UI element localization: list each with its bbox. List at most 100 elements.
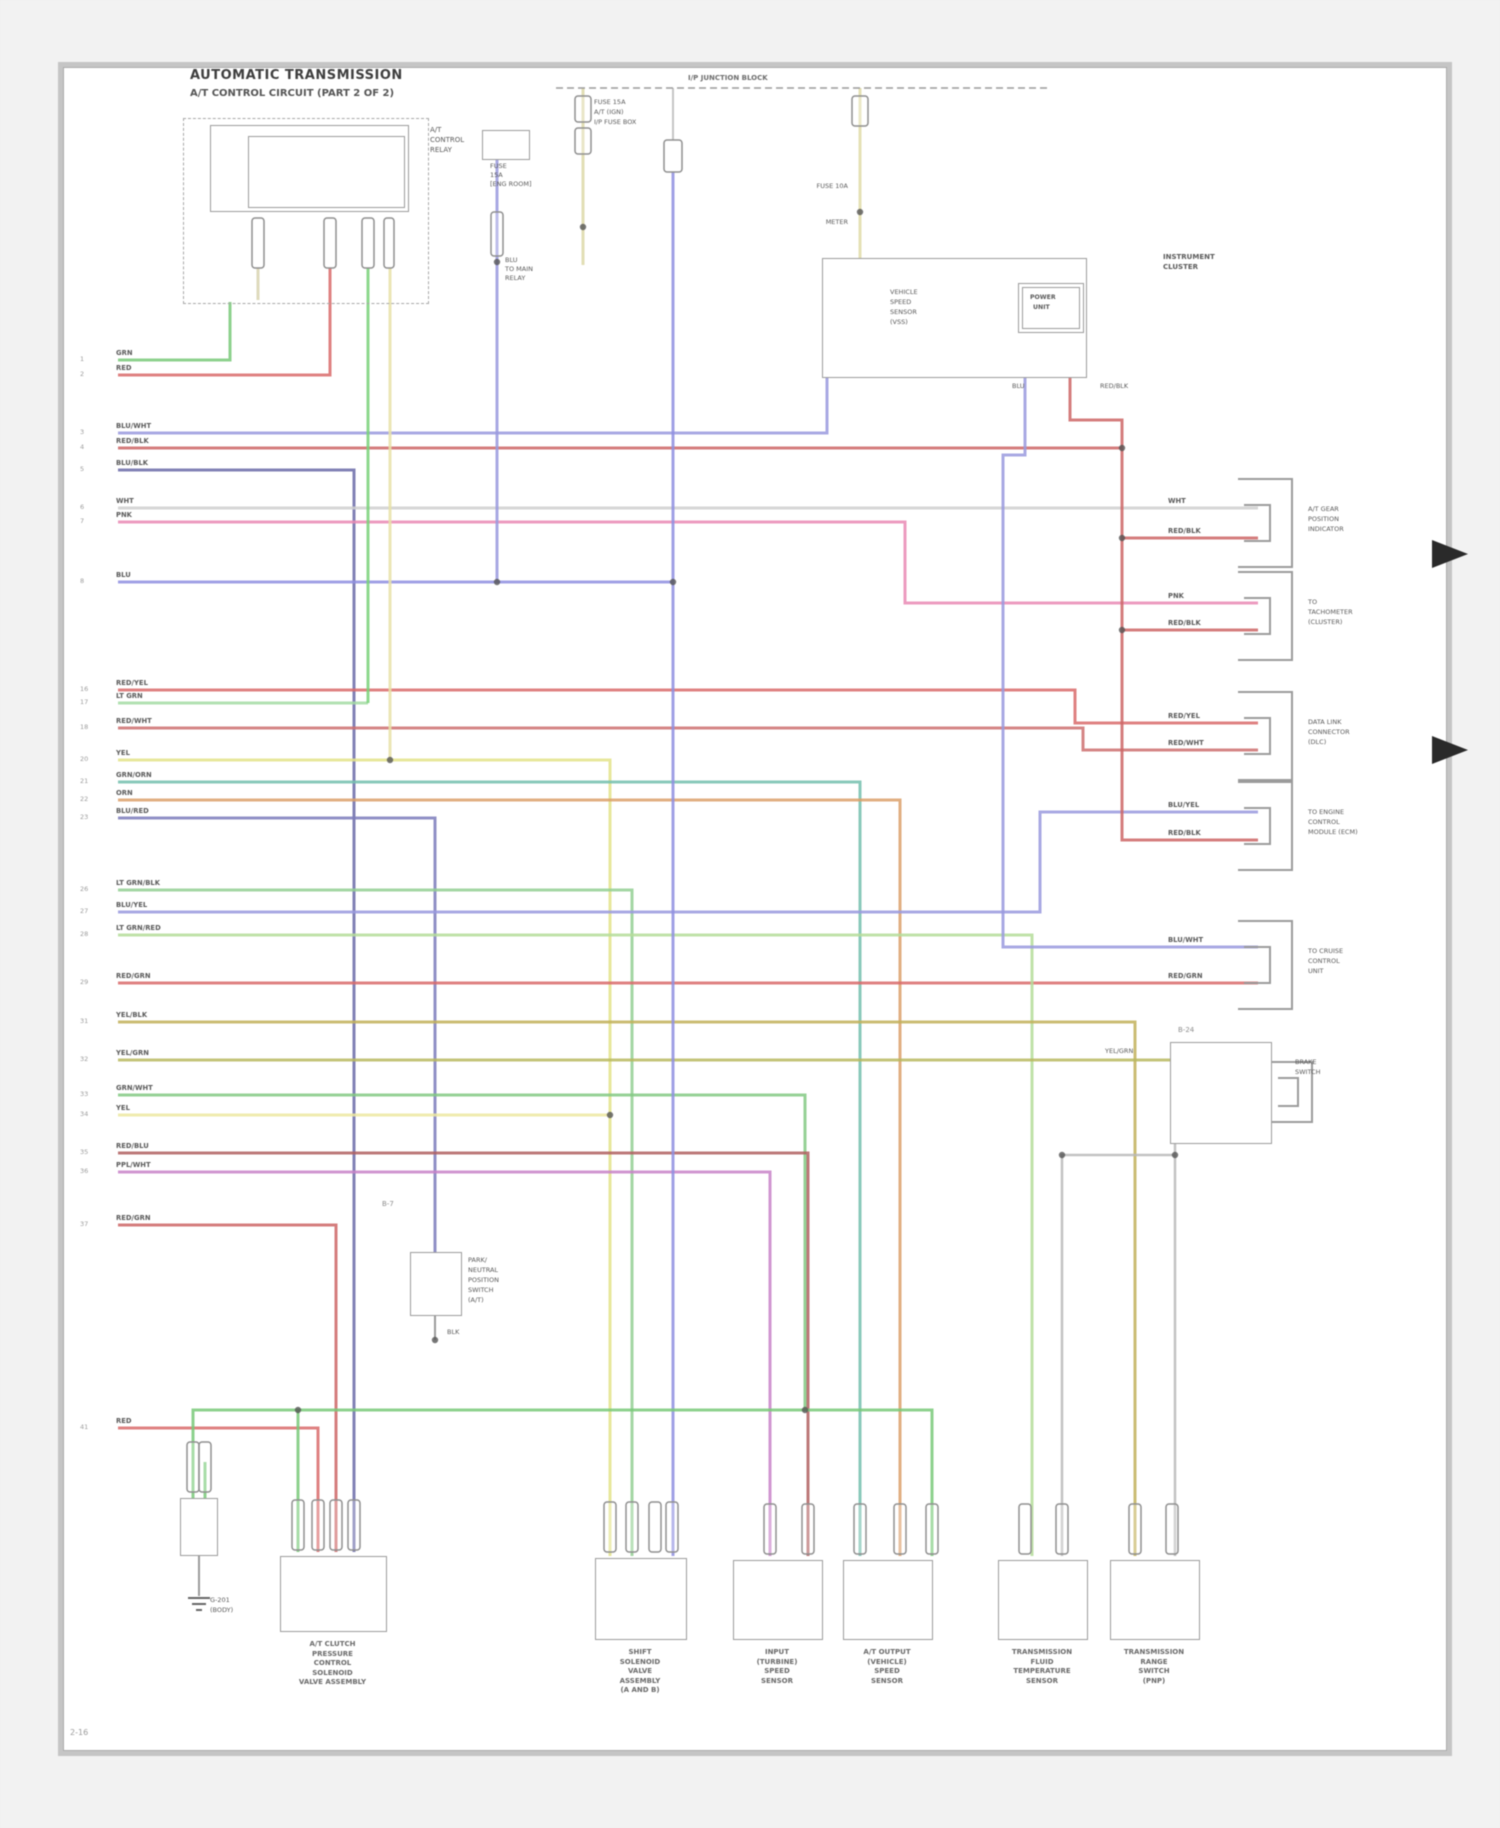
wire-code-label: BLU/YEL: [116, 901, 148, 909]
wire-bluyel-row17: [118, 810, 1258, 914]
diagram-label: I/P JUNCTION BLOCK: [688, 74, 768, 82]
wire-code-label: YEL/GRN: [116, 1049, 149, 1057]
ground-connector-pin: [198, 1441, 212, 1493]
output-speed-sensor-label: A/T OUTPUT (VEHICLE) SPEED SENSOR: [817, 1648, 957, 1686]
diagram-label: (BODY): [210, 1606, 234, 1614]
junction-dot: [493, 258, 501, 266]
diagram-label: I/P FUSE BOX: [594, 118, 637, 126]
output-speed-sensor-label-line: (VEHICLE): [867, 1657, 907, 1666]
pressure-control-solenoid-pin: [347, 1499, 361, 1551]
cruise-connector-bracket: [1238, 920, 1293, 1010]
wire-orn-row14: [118, 798, 902, 1556]
pressure-control-solenoid-label-line: PRESSURE: [312, 1649, 353, 1658]
inline-connector-pin: [251, 217, 265, 269]
pressure-control-solenoid-label-line: SOLENOID: [312, 1668, 353, 1677]
diagram-label: BLU: [1012, 382, 1025, 390]
shift-solenoid-assembly-pin: [665, 1501, 679, 1553]
junction-dot: [493, 578, 501, 586]
wire-redblu-row24: [118, 1151, 810, 1556]
diagram-label: B-24: [1178, 1026, 1195, 1034]
wire-code-label: PNK: [1168, 592, 1184, 600]
offpage-arrow: [1432, 736, 1468, 764]
pressure-control-solenoid-label-line: A/T CLUTCH: [309, 1640, 356, 1648]
wire-code-label: YEL/BLK: [116, 1011, 148, 1019]
range-switch-pin: [1128, 1503, 1142, 1555]
gear-indicator-connector-bracket: [1238, 478, 1293, 568]
pressure-control-solenoid-pin: [329, 1499, 343, 1551]
wire-code-label: RED/YEL: [1168, 712, 1200, 720]
wire-blured-row15: [118, 816, 437, 1252]
wire-redyel-row9: [118, 688, 1258, 725]
pressure-control-solenoid-pin: [291, 1499, 305, 1551]
output-speed-sensor-label-line: A/T OUTPUT: [863, 1648, 911, 1656]
diagram-label: METER: [825, 218, 848, 226]
wire-code-label: RED/BLK: [1168, 527, 1201, 535]
diagram-label: B-7: [382, 1200, 394, 1208]
diagram-label: CONTROL: [430, 136, 465, 144]
pin-number: 20: [80, 755, 89, 763]
shift-solenoid-assembly-label-line: VALVE: [627, 1667, 653, 1675]
shift-solenoid-assembly-label-line: SHIFT: [628, 1648, 652, 1656]
tachometer-connector-label: TO: [1308, 598, 1318, 606]
pin-number: 37: [80, 1220, 89, 1228]
pin-number: 36: [80, 1167, 89, 1175]
diagram-label: UNIT: [1033, 304, 1050, 311]
junction-dot: [294, 1406, 302, 1414]
tachometer-connector-label: TACHOMETER: [1308, 608, 1353, 616]
wire-blu-stub: [1001, 376, 1258, 949]
wire-code-label: RED/BLK: [116, 437, 149, 445]
inline-connector-pin: [663, 139, 683, 173]
junction-dot: [801, 1406, 809, 1414]
wire-code-label: RED/GRN: [116, 972, 151, 980]
wire-code-label: RED: [116, 364, 132, 372]
fluid-temp-sensor-label-line: FLUID: [1030, 1657, 1054, 1666]
range-switch-pin: [1165, 1503, 1179, 1555]
diagram-label: A/T (IGN): [594, 108, 624, 116]
wire-code-label: GRN: [116, 349, 133, 357]
inline-connector-pin: [323, 217, 337, 269]
fuse-box: [482, 130, 530, 160]
diagram-label: PARK/: [468, 1256, 487, 1264]
range-switch-label-line: SWITCH: [1138, 1667, 1170, 1675]
wire-code-label: BLU: [116, 571, 131, 579]
diagram-label: POSITION: [468, 1276, 499, 1284]
page-frame: [58, 62, 1452, 1756]
output-speed-sensor: [843, 1560, 933, 1640]
diagram-label: POWER: [1030, 294, 1056, 301]
inline-connector-pin: [490, 211, 504, 257]
range-switch-label-line: TRANSMISSION: [1123, 1648, 1185, 1656]
input-speed-sensor-pin: [763, 1503, 777, 1555]
wire-code-label: PPL/WHT: [116, 1161, 151, 1169]
range-switch: [1110, 1560, 1200, 1640]
fluid-temp-sensor-label: TRANSMISSION FLUID TEMPERATURE SENSOR: [972, 1648, 1112, 1686]
pressure-control-solenoid: [280, 1556, 387, 1632]
shift-solenoid-assembly: [595, 1558, 687, 1640]
ground-connector: [180, 1498, 218, 1556]
fluid-temp-sensor-label-line: TEMPERATURE: [1013, 1667, 1071, 1675]
shift-solenoid-assembly-label-line: (A AND B): [620, 1686, 660, 1694]
pin-number: 23: [80, 813, 89, 821]
page-number: 2-16: [70, 1728, 89, 1737]
input-speed-sensor-label-line: SPEED: [764, 1667, 790, 1675]
power-unit-inner: [1022, 287, 1080, 329]
gear-indicator-connector-label: A/T GEAR: [1308, 505, 1339, 513]
input-speed-sensor-label-line: (TURBINE): [756, 1657, 798, 1666]
wire-code-label: YEL: [116, 1104, 130, 1112]
wire-code-label: BLU/BLK: [116, 459, 149, 467]
dlc-connector-label: (DLC): [1308, 738, 1327, 746]
fluid-temp-sensor-label-line: TRANSMISSION: [1011, 1648, 1073, 1656]
diagram-label: RED/BLK: [1100, 382, 1129, 390]
diagram-label: A/T: [430, 126, 442, 134]
range-switch-label: TRANSMISSION RANGE SWITCH (PNP): [1084, 1648, 1224, 1686]
brake-switch-bracket: [1272, 1061, 1313, 1123]
dlc-connector-bracket: [1238, 691, 1293, 781]
wire-code-label: GRN/ORN: [116, 771, 152, 779]
pin-number: 21: [80, 777, 89, 785]
output-speed-sensor-label-line: SENSOR: [870, 1676, 904, 1685]
pin-number: 4: [80, 443, 85, 451]
input-speed-sensor-label-line: INPUT: [764, 1648, 790, 1656]
junction-dot: [1118, 534, 1126, 542]
wire-yelblk-row20: [118, 1020, 1137, 1556]
